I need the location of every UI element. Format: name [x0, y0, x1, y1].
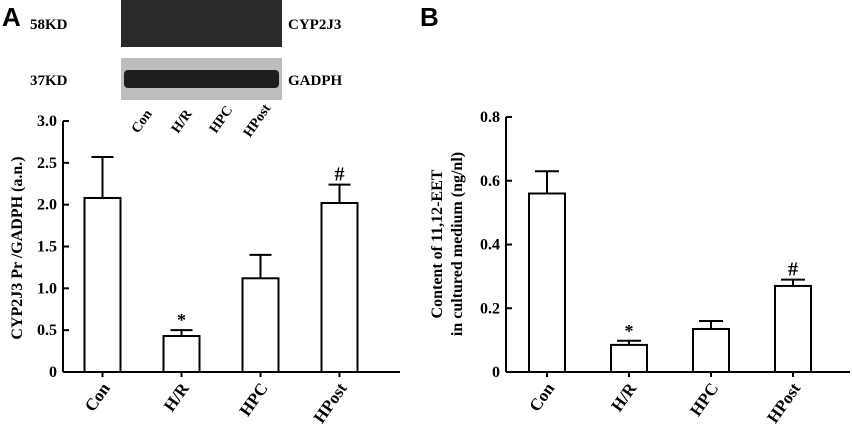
chart-b-y-tick-label: 0.8 — [480, 109, 500, 126]
chart-b-bar — [610, 343, 648, 373]
chart-a-bar — [83, 196, 122, 373]
chart-b-significance-mark: * — [625, 321, 634, 341]
panel-a-label: A — [2, 2, 21, 32]
chart-a-category-label: Con — [81, 379, 114, 415]
chart-a-category-label: H/R — [160, 379, 193, 415]
chart-b-bar — [692, 327, 730, 373]
blot-band-gadph-signal — [124, 70, 279, 88]
chart-a-y-tick-label: 1.0 — [37, 280, 57, 297]
chart-b-category-label: Con — [525, 379, 558, 415]
chart-a: CYP2J3 Pr /GADPH (a.n.) 0 0.5 1.0 1.5 2.0 2.5… — [9, 113, 400, 427]
chart-a-y-tick-label: 0 — [49, 364, 57, 381]
chart-b-y-tick-label: 0 — [492, 364, 500, 381]
western-blot: 58KD CYP2J3 37KD GADPH Con H/R HPC HPost — [30, 0, 342, 140]
chart-b-y-tick-label: 0.4 — [480, 237, 500, 254]
chart-b-bar — [528, 192, 566, 373]
chart-a-y-tick-label: 1.5 — [37, 239, 57, 256]
chart-b-category-label: HPC — [686, 379, 722, 419]
panel-b-label: B — [420, 2, 439, 32]
chart-a-y-tick-label: 2.0 — [37, 197, 57, 214]
chart-a-ylabel: CYP2J3 Pr /GADPH (a.n.) — [9, 156, 26, 339]
blot-band-cyp2j3 — [121, 0, 282, 47]
blot-size-58kd: 58KD — [30, 17, 68, 33]
lane-label-hpc: HPC — [207, 103, 236, 136]
chart-b: Content of 11,12-EET in cultured medium … — [429, 109, 850, 427]
chart-b-ylabel-line1: Content of 11,12-EET — [429, 169, 446, 318]
chart-a-bar — [320, 201, 359, 373]
chart-b-ylabel-line2: in cultured medium (ng/nl) — [449, 152, 466, 336]
chart-a-significance-mark: * — [177, 310, 186, 330]
chart-a-bar — [241, 277, 280, 373]
blot-lane-labels: Con H/R HPC HPost — [129, 101, 274, 140]
lane-label-hpost: HPost — [241, 101, 274, 140]
lane-label-con: Con — [129, 107, 156, 136]
chart-b-significance-mark: # — [788, 259, 798, 281]
chart-a-bar — [162, 335, 201, 374]
blot-name-cyp2j3: CYP2J3 — [288, 17, 341, 33]
chart-a-y-tick-label: 3.0 — [37, 113, 57, 130]
chart-b-category-label: HPost — [763, 379, 804, 427]
chart-b-y-tick-label: 0.6 — [480, 173, 500, 190]
blot-name-gadph: GADPH — [288, 73, 342, 89]
chart-b-category-label: H/R — [607, 379, 640, 415]
chart-b-bar — [774, 284, 812, 373]
chart-a-y-tick-label: 0.5 — [37, 322, 57, 339]
chart-a-y-tick-label: 2.5 — [37, 155, 57, 172]
chart-a-significance-mark: # — [335, 164, 345, 186]
blot-size-37kd: 37KD — [30, 73, 68, 89]
chart-a-category-label: HPost — [310, 379, 351, 427]
chart-a-category-label: HPC — [236, 379, 272, 419]
lane-label-hr: H/R — [169, 107, 196, 137]
chart-b-y-tick-label: 0.2 — [480, 300, 500, 317]
